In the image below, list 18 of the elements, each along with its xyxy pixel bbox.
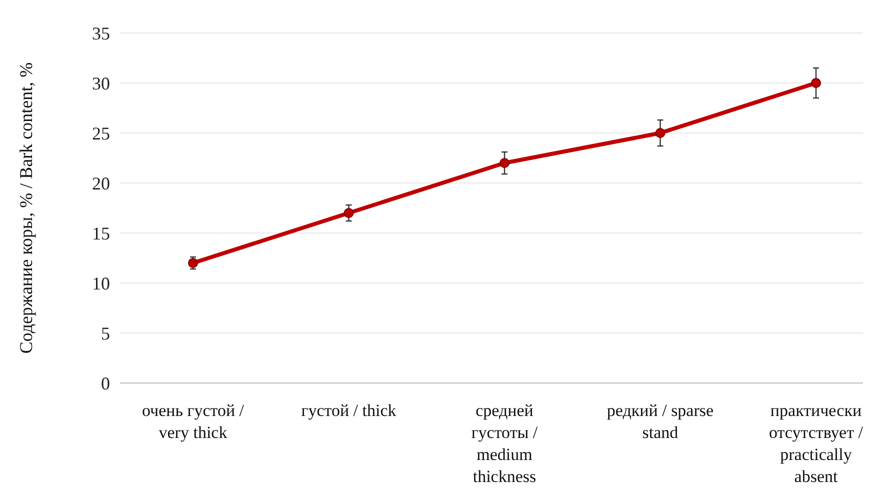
y-tick-label: 30 <box>92 73 110 94</box>
point <box>655 128 666 138</box>
y-axis-title: Содержание коры, % / Bark content, % <box>16 62 36 354</box>
y-tick-label: 20 <box>92 173 110 194</box>
y-tick-label: 15 <box>92 223 110 244</box>
x-tick-label: густой / thick <box>301 401 397 420</box>
y-tick-label: 10 <box>92 273 110 294</box>
y-tick-label: 5 <box>101 323 110 344</box>
x-tick-label: практически отсутствует / practically absent <box>768 401 864 486</box>
point <box>500 158 510 168</box>
point <box>344 208 354 218</box>
x-tick-label: средней густоты / medium thickness <box>471 401 538 486</box>
point <box>811 78 821 88</box>
y-tick-label: 25 <box>92 123 110 144</box>
x-tick-label: редкий / sparse stand <box>606 401 714 442</box>
y-tick-label: 0 <box>101 373 110 394</box>
x-tick-label: очень густой / very thick <box>142 401 244 442</box>
y-tick-label: 35 <box>92 23 110 44</box>
